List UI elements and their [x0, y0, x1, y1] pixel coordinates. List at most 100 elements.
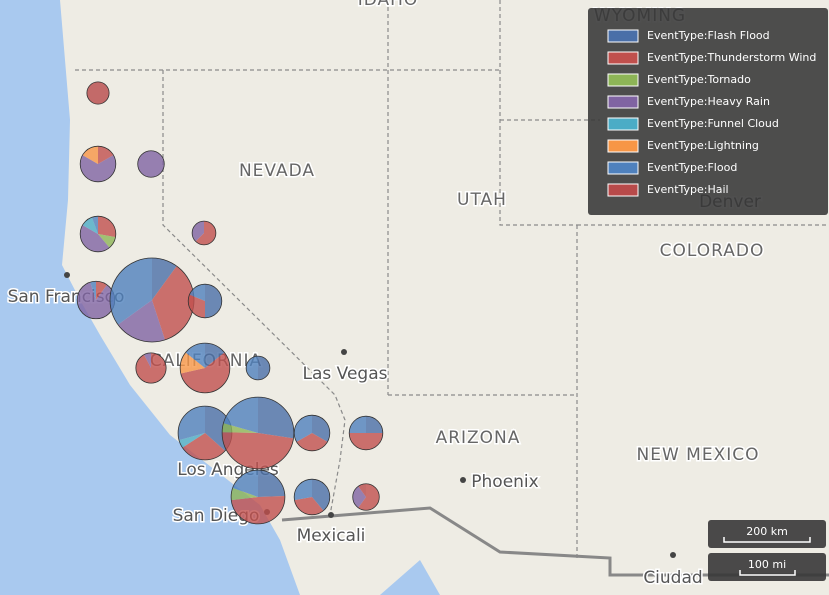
scale-bars: [723, 537, 811, 576]
pie-slice: [349, 433, 383, 450]
pie-slice: [296, 433, 328, 451]
pie-slice: [189, 284, 205, 301]
pie-slice: [86, 81, 110, 105]
pie-slice: [352, 486, 366, 508]
pie-slice: [179, 433, 205, 448]
pie-slice: [152, 258, 177, 300]
pie-slice: [80, 155, 116, 182]
city-label: Ciudad: [643, 568, 702, 588]
city-label: Phoenix: [471, 472, 538, 492]
pie-slice: [91, 216, 98, 234]
pie-outline: [79, 215, 117, 253]
pie-slice: [222, 423, 258, 433]
pie-slice: [358, 483, 380, 511]
ocean: [0, 0, 300, 595]
pie-slice: [185, 343, 205, 368]
pie-slice: [205, 343, 225, 368]
legend-swatch: [607, 51, 639, 65]
pie-slice: [90, 281, 96, 300]
legend-label: EventType:Flash Flood: [647, 29, 770, 42]
pie-slice: [82, 217, 98, 234]
pie-slice: [231, 495, 285, 524]
legend-label: EventType:Heavy Rain: [647, 95, 770, 108]
pie-outline: [86, 81, 110, 105]
legend-swatch: [607, 117, 639, 131]
state-label: UTAH: [457, 190, 507, 210]
city-dot: [670, 552, 676, 558]
pie-outline: [135, 352, 167, 384]
legend-swatch: [607, 139, 639, 153]
pie-slice: [143, 352, 151, 368]
national-border: [281, 506, 829, 577]
pie-slice: [366, 416, 383, 433]
pie-slice: [231, 487, 258, 501]
pie-slice: [80, 225, 110, 252]
pie-slice: [246, 356, 258, 380]
pie-slice: [98, 234, 116, 248]
state-borders: [75, 0, 829, 560]
pie-slice: [312, 479, 330, 511]
pie-slice: [258, 356, 270, 380]
pie-slice: [182, 433, 226, 460]
pie-slice: [222, 432, 294, 469]
legend-label: EventType:Tornado: [647, 73, 751, 86]
scale-box: [708, 520, 826, 548]
pie-slice: [205, 284, 222, 318]
pie-slice: [294, 479, 312, 501]
legend-swatch: [607, 95, 639, 109]
legend-label: EventType:Funnel Cloud: [647, 117, 779, 130]
pie-slice: [258, 470, 285, 497]
pie-slice: [294, 497, 324, 515]
pie-slice: [232, 470, 258, 497]
state-label: NEVADA: [239, 161, 315, 181]
pie-outline: [187, 283, 223, 319]
pie-slice: [180, 352, 205, 374]
gulf: [380, 560, 440, 595]
pie-outline: [352, 483, 380, 511]
pie-slice: [137, 150, 165, 178]
legend-label: EventType:Hail: [647, 183, 729, 196]
pie-slice: [135, 352, 167, 384]
pie-slice: [96, 281, 108, 300]
pie-slice: [77, 282, 115, 319]
legend-label: EventType:Flood: [647, 161, 737, 174]
pie-outline: [348, 415, 384, 451]
pie-outline: [191, 220, 217, 246]
pie-slice: [110, 258, 152, 325]
legend-swatch: [607, 73, 639, 87]
legend-swatch: [607, 183, 639, 197]
scale-label: 200 km: [746, 525, 788, 538]
pie-slice: [358, 483, 366, 497]
pie-slice: [294, 415, 312, 442]
city-dot: [328, 512, 334, 518]
pie-slice: [118, 300, 165, 342]
city-dot: [460, 477, 466, 483]
scale-box: [708, 553, 826, 581]
state-label: ARIZONA: [436, 428, 521, 448]
pie-slice: [195, 221, 216, 245]
pie-slice: [192, 221, 204, 242]
legend-box: [588, 8, 828, 215]
legend-label: EventType:Lightning: [647, 139, 759, 152]
pie-slice: [98, 216, 116, 238]
pie-outline: [79, 145, 117, 183]
pie-outline: [137, 150, 165, 178]
pie-outline: [245, 355, 271, 381]
legend-swatch: [607, 29, 639, 43]
pie-slice: [349, 416, 366, 433]
legend-label: EventType:Thunderstorm Wind: [647, 51, 816, 64]
city-label: Mexicali: [297, 526, 366, 546]
state-label: NEW MEXICO: [637, 445, 760, 465]
pie-slice: [152, 266, 194, 340]
city-label: Las Vegas: [303, 364, 388, 384]
pie-slice: [258, 397, 294, 439]
state-label: COLORADO: [660, 241, 765, 261]
legend-swatch: [607, 161, 639, 175]
pie-outline: [293, 478, 331, 516]
scale-label: 100 mi: [748, 558, 786, 571]
pie-outline: [230, 469, 286, 525]
pie-slice: [223, 397, 258, 433]
pie-slice: [312, 415, 330, 442]
city-dot: [341, 349, 347, 355]
